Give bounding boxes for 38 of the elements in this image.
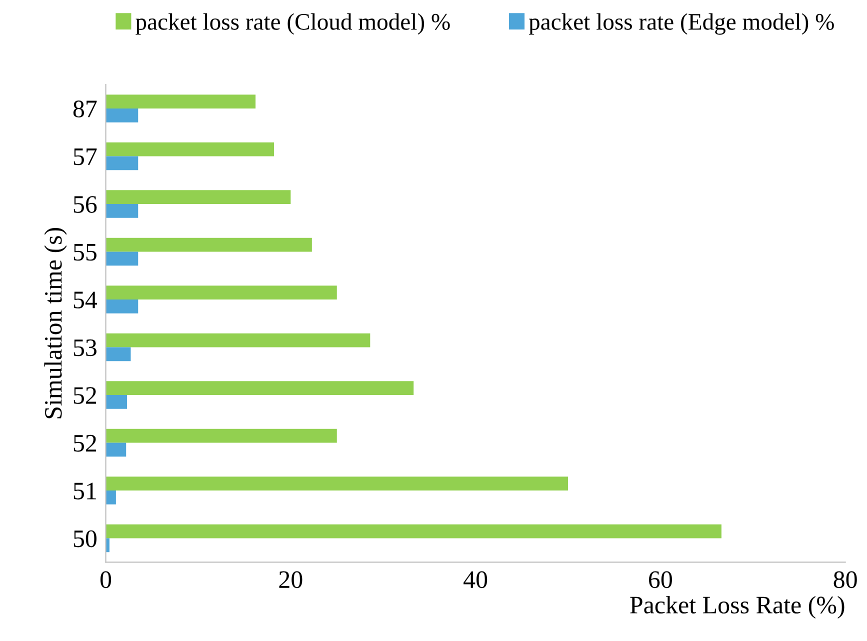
- bar: [106, 142, 274, 156]
- bar: [106, 156, 138, 170]
- y-tick-label: 55: [74, 244, 96, 261]
- y-tick-label: 50: [74, 530, 96, 548]
- x-tick-label: 60: [649, 571, 672, 588]
- y-tick-label: 51: [74, 482, 96, 500]
- bar: [106, 524, 722, 538]
- y-axis-title: Simulation time (s): [44, 228, 67, 418]
- bar: [106, 238, 312, 252]
- y-tick-label: 53: [74, 339, 96, 356]
- bar: [106, 94, 256, 108]
- legend-label: packet loss rate (Edge model) %: [528, 13, 834, 35]
- bar: [106, 395, 128, 409]
- legend-label: packet loss rate (Cloud model) %: [136, 13, 450, 35]
- bar: [106, 190, 291, 204]
- y-tick-label: 87: [73, 100, 97, 118]
- x-tick-label: 20: [279, 571, 302, 588]
- bar: [106, 333, 370, 348]
- bar: [106, 204, 138, 218]
- bar: [106, 381, 414, 396]
- bar: [106, 252, 138, 266]
- x-tick-label: 40: [464, 571, 488, 588]
- y-tick-label: 57: [74, 148, 97, 166]
- bar: [106, 442, 126, 457]
- bar: [106, 476, 568, 491]
- y-tick-label: 52: [74, 434, 96, 452]
- x-tick-label: 80: [834, 571, 857, 588]
- x-tick-label: 0: [100, 571, 112, 588]
- y-tick-label: 56: [74, 196, 97, 213]
- bar: [106, 300, 138, 314]
- bar: [106, 108, 138, 122]
- bar: [106, 428, 337, 443]
- bar: [106, 347, 131, 362]
- y-tick-label: 52: [74, 387, 96, 404]
- bar: [106, 490, 116, 504]
- bar: [106, 286, 337, 300]
- x-axis-title: Packet Loss Rate (%): [630, 596, 844, 619]
- y-tick-label: 54: [74, 292, 98, 308]
